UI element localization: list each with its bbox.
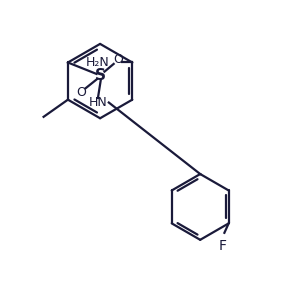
Text: F: F — [219, 239, 227, 253]
Text: O: O — [113, 53, 123, 66]
Text: O: O — [76, 86, 86, 99]
Text: H₂N: H₂N — [86, 56, 110, 69]
Text: S: S — [95, 68, 106, 83]
Text: HN: HN — [89, 96, 107, 109]
